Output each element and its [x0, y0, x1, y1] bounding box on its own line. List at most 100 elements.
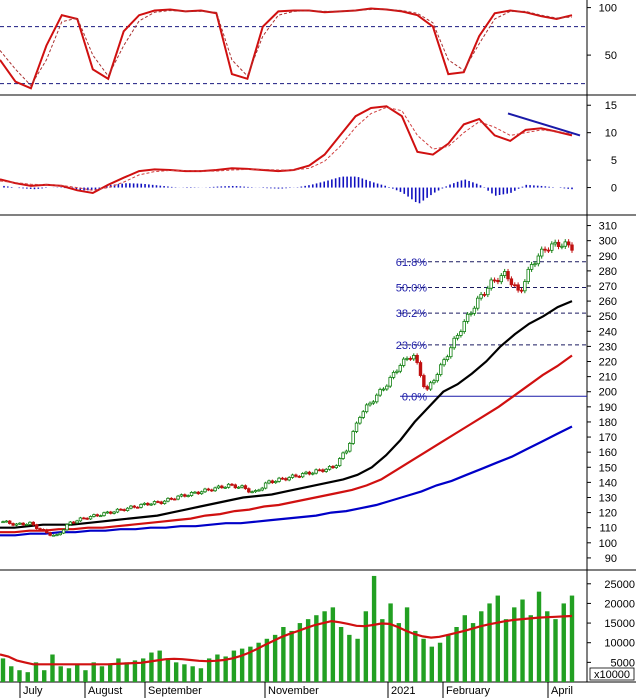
fib-label-1: 50.0%	[396, 282, 427, 294]
volume-bar	[66, 668, 72, 682]
volume-bar	[0, 658, 6, 682]
volume-bar	[470, 623, 476, 682]
price-candle	[482, 293, 487, 296]
volume-bar	[215, 654, 220, 682]
price-candle	[88, 516, 93, 520]
volume-unit-box	[589, 667, 635, 681]
price-candle	[21, 522, 25, 526]
price-candle	[280, 477, 285, 480]
price-candle	[51, 534, 56, 537]
volume-bar	[380, 619, 385, 682]
price-candle	[422, 375, 426, 387]
price-candle	[459, 331, 463, 336]
moving-average-line-2	[0, 425, 573, 537]
price-candle	[337, 458, 342, 467]
price-candle	[55, 534, 59, 537]
macd-tick-label-0: 15	[605, 100, 617, 112]
price-candle	[476, 297, 480, 309]
price-candle	[543, 248, 547, 251]
price-candle	[391, 371, 396, 378]
price-candle	[435, 374, 440, 382]
fib-label-0: 61.8%	[396, 257, 427, 269]
price-candle	[166, 497, 170, 502]
price-candle	[95, 514, 99, 517]
price-candle	[146, 502, 150, 506]
volume-bar	[388, 603, 393, 682]
volume-bar	[503, 619, 509, 682]
price-tick-label-20: 110	[599, 523, 617, 535]
volume-bar	[528, 615, 533, 682]
volume-bar	[33, 662, 39, 682]
volume-bar	[42, 670, 47, 682]
volume-bar	[314, 615, 319, 682]
fib-label-2: 38.2%	[396, 308, 427, 320]
volume-bar	[421, 638, 426, 682]
x-label-3: November	[268, 685, 319, 697]
volume-bar	[231, 650, 237, 682]
volume-bar	[553, 619, 558, 682]
volume-bar	[75, 664, 80, 682]
price-candle	[321, 469, 325, 472]
macd-tick-label-2: 5	[611, 155, 617, 167]
price-candle	[499, 275, 503, 283]
volume-tick-label-4: 5000	[611, 657, 635, 669]
price-candle	[41, 528, 46, 531]
price-candle	[152, 501, 157, 505]
price-candle	[294, 474, 298, 477]
price-tick-label-3: 280	[599, 266, 617, 278]
price-candle	[213, 487, 217, 492]
volume-bar	[297, 623, 303, 682]
volume-bar	[223, 656, 228, 682]
price-candle	[267, 480, 271, 484]
stochastic-panel: 100 50	[0, 3, 617, 90]
price-candle	[284, 478, 288, 481]
volume-bar	[446, 634, 451, 682]
price-candle	[75, 520, 79, 524]
price-tick-label-11: 200	[599, 387, 617, 399]
volume-bar	[165, 658, 171, 682]
volume-bar	[9, 666, 14, 682]
price-candle	[385, 385, 389, 390]
price-tick-label-8: 230	[599, 341, 617, 353]
price-tick-label-0: 310	[599, 221, 617, 233]
volume-bar	[91, 662, 96, 682]
volume-bar	[289, 630, 294, 682]
volume-bar	[330, 607, 336, 682]
price-candle	[398, 365, 402, 372]
x-label-0: July	[23, 685, 43, 697]
volume-tick-label-2: 15000	[604, 618, 635, 630]
price-candle	[105, 511, 110, 514]
price-candle	[132, 505, 137, 508]
price-candle	[566, 241, 571, 246]
price-candle	[186, 495, 190, 497]
price-candle	[72, 521, 76, 524]
price-candle	[38, 528, 42, 530]
price-candle	[8, 520, 12, 524]
volume-bar	[124, 662, 129, 682]
price-candle	[139, 504, 143, 508]
price-candle	[34, 524, 39, 529]
volume-bar	[132, 660, 138, 682]
price-candle	[381, 388, 386, 391]
price-tick-label-14: 170	[599, 432, 617, 444]
price-candle	[425, 386, 429, 390]
price-candle	[375, 394, 379, 403]
volume-bar	[355, 638, 360, 682]
price-candle	[189, 492, 194, 496]
price-candle	[304, 471, 308, 474]
volume-bar	[182, 664, 187, 682]
volume-bar	[140, 658, 146, 682]
price-candle	[65, 523, 69, 531]
x-label-2: September	[148, 685, 202, 697]
price-candle	[472, 307, 477, 314]
volume-bar	[17, 670, 22, 682]
volume-bar	[520, 599, 525, 682]
price-candle	[11, 523, 15, 526]
price-candle	[378, 389, 382, 396]
price-candle	[445, 356, 450, 361]
volume-bar	[429, 646, 435, 682]
price-candle	[216, 485, 221, 489]
price-candle	[1, 521, 5, 524]
volume-bar	[173, 662, 179, 682]
price-candle	[18, 522, 22, 525]
